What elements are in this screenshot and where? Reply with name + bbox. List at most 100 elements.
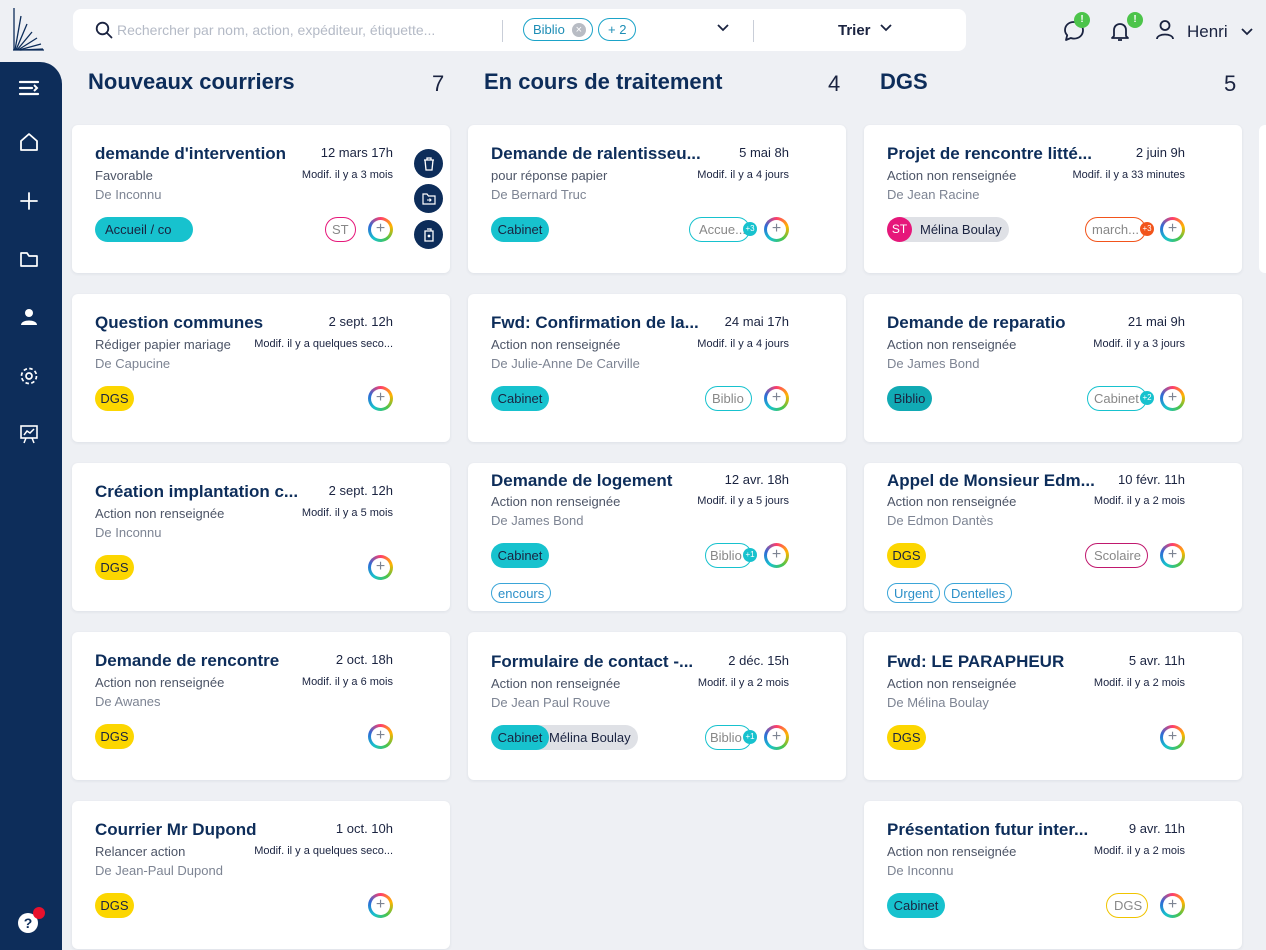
- settings-icon[interactable]: [17, 364, 41, 388]
- add-icon[interactable]: [17, 189, 41, 213]
- add-assignee-button[interactable]: [368, 893, 393, 918]
- mail-card[interactable]: Création implantation c... 2 sept. 12h A…: [72, 463, 450, 611]
- add-assignee-button[interactable]: [764, 217, 789, 242]
- person-tag[interactable]: ST: [325, 217, 356, 242]
- service-tag[interactable]: DGS: [95, 893, 134, 918]
- mail-card[interactable]: Demande de logement 12 avr. 18h Action n…: [468, 463, 846, 611]
- service-tag[interactable]: DGS: [95, 555, 134, 580]
- mail-card[interactable]: Demande de rencontre 2 oct. 18h Action n…: [72, 632, 450, 780]
- user-menu-chevron-icon[interactable]: [1240, 27, 1254, 37]
- bell-icon[interactable]: [1108, 19, 1132, 43]
- service-tag[interactable]: Cabinet: [491, 217, 549, 242]
- card-action: pour réponse papier: [491, 168, 608, 183]
- card-date: 10 févr. 11h: [1118, 472, 1185, 487]
- card-date: 2 déc. 15h: [728, 653, 789, 668]
- mail-card[interactable]: Demande de ralentisseu... 5 mai 8h pour …: [468, 125, 846, 273]
- messages-badge: !: [1074, 12, 1090, 28]
- mail-card[interactable]: demande d'intervention 12 mars 17h Favor…: [72, 125, 450, 273]
- mail-card[interactable]: Présentation futur inter... 9 avr. 11h A…: [864, 801, 1242, 949]
- add-assignee-button[interactable]: [1160, 893, 1185, 918]
- move-folder-button[interactable]: [414, 184, 443, 213]
- add-assignee-button[interactable]: [764, 386, 789, 411]
- sort-button[interactable]: Trier: [838, 22, 871, 39]
- service-tag[interactable]: Accueil / co: [95, 217, 193, 242]
- card-sender: De Bernard Truc: [491, 187, 587, 202]
- person-tag[interactable]: Biblio: [705, 725, 752, 750]
- add-assignee-button[interactable]: [368, 724, 393, 749]
- label-tag[interactable]: Dentelles: [944, 583, 1013, 603]
- search-input[interactable]: [117, 18, 497, 42]
- mail-card[interactable]: Question communes 2 sept. 12h Rédiger pa…: [72, 294, 450, 442]
- filter-chip[interactable]: Biblio ×: [523, 18, 593, 41]
- column-count: 4: [828, 71, 841, 96]
- delete-button[interactable]: [414, 149, 443, 178]
- mail-card[interactable]: Formulaire de contact -... 2 déc. 15h Ac…: [468, 632, 846, 780]
- assignee-chip[interactable]: ST Mélina Boulay: [887, 217, 1009, 242]
- add-assignee-button[interactable]: [764, 543, 789, 568]
- add-assignee-button[interactable]: [1160, 725, 1185, 750]
- card-date: 12 mars 17h: [320, 145, 393, 160]
- archive-icon: [423, 227, 434, 242]
- card-sender: De Jean Racine: [887, 187, 980, 202]
- folder-icon[interactable]: [17, 247, 41, 271]
- service-tag[interactable]: Biblio: [887, 386, 932, 411]
- card-date: 21 mai 9h: [1127, 314, 1185, 329]
- mail-card[interactable]: Fwd: Confirmation de la... 24 mai 17h Ac…: [468, 294, 846, 442]
- person-tag[interactable]: Accue...: [689, 217, 750, 242]
- user-icon[interactable]: [17, 305, 41, 329]
- add-assignee-button[interactable]: [1160, 386, 1185, 411]
- remove-filter-icon[interactable]: ×: [571, 22, 586, 37]
- add-assignee-button[interactable]: [368, 386, 393, 411]
- person-tag[interactable]: Scolaire: [1085, 543, 1148, 568]
- service-tag[interactable]: Cabinet: [887, 893, 945, 918]
- card-action: Action non renseignée: [491, 494, 621, 509]
- add-assignee-button[interactable]: [368, 217, 393, 242]
- filter-dropdown-icon[interactable]: [716, 23, 730, 33]
- person-tag[interactable]: Cabinet: [1087, 386, 1147, 411]
- service-tag[interactable]: DGS: [887, 543, 926, 568]
- card-action: Action non renseignée: [887, 676, 1017, 691]
- card-sender: De Inconnu: [95, 187, 162, 202]
- search-filter-bar: Biblio × + 2 Trier: [73, 9, 966, 51]
- archive-button[interactable]: [414, 220, 443, 249]
- user-name[interactable]: Henri: [1187, 22, 1228, 41]
- stats-board-icon[interactable]: [17, 422, 41, 446]
- service-tag[interactable]: Cabinet: [491, 386, 549, 411]
- messages-icon[interactable]: [1062, 19, 1086, 43]
- column-count: 7: [432, 71, 445, 96]
- card-sender: De Julie-Anne De Carville: [491, 356, 640, 371]
- person-tag[interactable]: DGS: [1106, 893, 1148, 918]
- folder-move-icon: [421, 192, 436, 205]
- add-assignee-button[interactable]: [1160, 543, 1185, 568]
- card-date: 2 oct. 18h: [335, 652, 393, 667]
- add-assignee-button[interactable]: [1160, 217, 1185, 242]
- person-tag[interactable]: march...: [1085, 217, 1146, 242]
- mail-card[interactable]: Courrier Mr Dupond 1 oct. 10h Relancer a…: [72, 801, 450, 949]
- add-assignee-button[interactable]: [764, 725, 789, 750]
- service-tag[interactable]: Cabinet: [491, 543, 549, 568]
- mail-card[interactable]: Appel de Monsieur Edm... 10 févr. 11h Ac…: [864, 463, 1242, 611]
- card-date: 2 sept. 12h: [328, 483, 393, 498]
- person-tag[interactable]: Biblio: [705, 386, 752, 411]
- card-sender: De Jean Paul Rouve: [491, 695, 611, 710]
- label-tag[interactable]: encours: [491, 583, 552, 603]
- label-tag[interactable]: Urgent: [887, 583, 941, 603]
- service-tag[interactable]: DGS: [95, 724, 134, 749]
- service-tag[interactable]: DGS: [887, 725, 926, 750]
- service-tag[interactable]: Cabinet: [491, 725, 549, 750]
- person-count-badge: +3: [743, 222, 757, 236]
- service-tag[interactable]: DGS: [95, 386, 134, 411]
- more-filters-chip[interactable]: + 2: [598, 18, 637, 41]
- card-date: 2 juin 9h: [1135, 145, 1185, 160]
- column-title: Nouveaux courriers: [88, 69, 295, 94]
- mail-card[interactable]: Demande de reparatio 21 mai 9h Action no…: [864, 294, 1242, 442]
- mail-card[interactable]: Fwd: LE PARAPHEUR 5 avr. 11h Action non …: [864, 632, 1242, 780]
- sort-chevron-icon[interactable]: [879, 23, 893, 33]
- mail-card[interactable]: Projet de rencontre litté... 2 juin 9h A…: [864, 125, 1242, 273]
- menu-toggle-icon[interactable]: [17, 76, 41, 100]
- help-button[interactable]: ?: [18, 913, 38, 933]
- add-assignee-button[interactable]: [368, 555, 393, 580]
- profile-icon[interactable]: [1155, 19, 1175, 41]
- home-icon[interactable]: [17, 130, 41, 154]
- sidebar: ?: [0, 0, 62, 950]
